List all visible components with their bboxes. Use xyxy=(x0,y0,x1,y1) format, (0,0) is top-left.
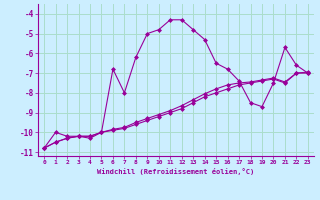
X-axis label: Windchill (Refroidissement éolien,°C): Windchill (Refroidissement éolien,°C) xyxy=(97,168,255,175)
